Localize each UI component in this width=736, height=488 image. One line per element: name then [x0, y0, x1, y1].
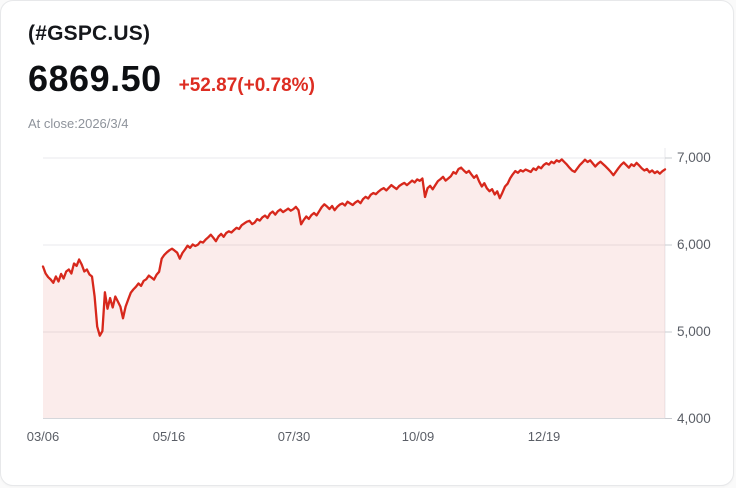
x-axis-label: 05/16: [152, 429, 186, 444]
price-row: 6869.50 +52.87(+0.78%): [28, 58, 315, 100]
y-axis-label: 5,000: [677, 324, 711, 339]
close-timestamp: At close:2026/3/4: [28, 116, 129, 131]
chart-canvas[interactable]: [41, 148, 672, 421]
ticker-symbol: (#GSPC.US): [28, 22, 151, 45]
x-axis-label: 07/30: [277, 429, 311, 444]
y-axis-label: 6,000: [677, 237, 711, 252]
price-chart: 7,000 6,000 5,000 4,000 03/06 05/16 07/30 10/0…: [1, 148, 733, 458]
x-axis-label: 03/06: [26, 429, 60, 444]
x-axis-label: 12/19: [527, 429, 561, 444]
last-price: 6869.50: [28, 58, 162, 99]
x-axis-label: 10/09: [401, 429, 435, 444]
y-axis-label: 4,000: [677, 411, 711, 426]
price-change: +52.87(+0.78%): [178, 75, 315, 96]
y-axis-label: 7,000: [677, 150, 711, 165]
